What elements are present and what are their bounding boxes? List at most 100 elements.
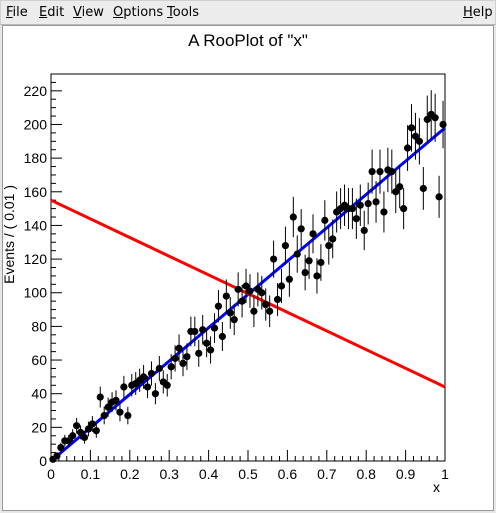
- y-tick-label: 220: [24, 83, 48, 99]
- x-tick-label: 0.9: [396, 466, 416, 482]
- data-point: [222, 292, 230, 300]
- y-tick-label: 200: [24, 116, 48, 132]
- y-tick-label: 140: [24, 217, 48, 233]
- x-axis: 0 0.1 0.2 0.3 0.4 0.5 0.6 0.7 0.8 0.9 1: [47, 450, 449, 482]
- data-point: [139, 373, 148, 381]
- x-tick-label: 0.5: [238, 466, 258, 482]
- data-point: [317, 258, 325, 267]
- menu-edit-accel: E: [39, 5, 48, 20]
- data-point: [179, 359, 187, 368]
- x-tick-label: 0.4: [199, 466, 219, 482]
- data-point: [226, 309, 234, 317]
- data-point: [348, 205, 357, 213]
- data-point: [112, 396, 120, 405]
- data-point: [360, 226, 368, 235]
- data-point: [301, 268, 309, 277]
- data-point: [246, 287, 254, 295]
- data-point: [76, 428, 85, 436]
- menu-help-accel: H: [463, 5, 473, 20]
- data-point: [206, 346, 215, 354]
- menu-edit[interactable]: Edit: [39, 5, 64, 20]
- x-axis-label: x: [433, 479, 440, 495]
- x-tick-label: 0.1: [81, 466, 101, 482]
- data-point: [143, 383, 152, 391]
- data-point: [151, 390, 160, 398]
- menu-tools[interactable]: Tools: [167, 5, 199, 20]
- data-point: [195, 349, 203, 357]
- data-point: [100, 411, 108, 420]
- y-tick-label: 180: [24, 150, 48, 166]
- menu-view-label: iew: [81, 5, 104, 20]
- fit-curves: [50, 126, 446, 463]
- data-point: [403, 144, 412, 152]
- data-point: [262, 300, 270, 309]
- menu-file-label: ile: [12, 5, 28, 20]
- menu-file[interactable]: File: [6, 5, 28, 20]
- x-tick-label: 0: [47, 466, 55, 482]
- menu-view[interactable]: View: [73, 5, 104, 20]
- y-axis-label: Events / ( 0.01 ): [1, 185, 17, 284]
- y-tick-label: 20: [31, 419, 47, 435]
- data-point: [163, 381, 171, 389]
- menu-options[interactable]: Options: [113, 5, 163, 20]
- data-point: [230, 316, 238, 324]
- menu-file-accel: F: [6, 5, 13, 20]
- data-point: [124, 411, 132, 420]
- data-point: [175, 344, 183, 352]
- data-points: [49, 90, 447, 463]
- x-tick-label: 1: [441, 466, 449, 482]
- data-point: [167, 363, 175, 371]
- data-point: [57, 443, 65, 452]
- data-point: [104, 403, 112, 411]
- data-point: [423, 115, 431, 124]
- data-point: [281, 242, 290, 250]
- data-point: [380, 208, 388, 216]
- data-point: [65, 437, 73, 445]
- data-point: [88, 420, 96, 428]
- data-point: [155, 364, 163, 373]
- data-point: [80, 433, 89, 442]
- data-point: [270, 255, 278, 263]
- data-point: [392, 188, 400, 196]
- chart-title: A RooPlot of "x": [188, 31, 308, 50]
- y-tick-label: 100: [24, 285, 48, 301]
- menu-view-accel: V: [73, 5, 82, 20]
- y-tick-label: 40: [31, 386, 47, 402]
- data-point: [73, 422, 81, 430]
- data-point: [277, 282, 286, 290]
- menu-options-accel: O: [113, 5, 124, 20]
- data-point: [293, 250, 301, 258]
- data-point: [238, 297, 246, 305]
- menu-edit-label: dit: [47, 5, 65, 20]
- data-point: [69, 432, 77, 440]
- data-point: [329, 235, 337, 243]
- data-point: [305, 257, 313, 265]
- data-point: [171, 354, 179, 362]
- data-point: [285, 275, 293, 283]
- data-point: [321, 216, 329, 224]
- data-point: [435, 193, 443, 201]
- data-point: [376, 167, 384, 176]
- data-point: [242, 282, 250, 290]
- x-tick-label: 0.6: [278, 466, 298, 482]
- data-point: [313, 272, 321, 280]
- x-tick-label: 0.2: [120, 466, 140, 482]
- data-point: [411, 132, 420, 140]
- data-point: [191, 327, 199, 336]
- data-point: [266, 307, 274, 315]
- data-point: [53, 452, 61, 460]
- data-point: [234, 285, 242, 293]
- data-point: [415, 137, 423, 145]
- data-point: [364, 199, 372, 208]
- x-tick-label: 0.7: [317, 466, 337, 482]
- data-point: [84, 425, 93, 433]
- data-point: [396, 183, 404, 191]
- data-point: [116, 408, 124, 416]
- menu-help[interactable]: Help: [463, 5, 493, 20]
- x-tick-label: 0.3: [159, 466, 179, 482]
- y-tick-label: 120: [24, 251, 48, 267]
- menu-options-label: ptions: [123, 5, 164, 20]
- data-point: [250, 307, 258, 315]
- data-point: [258, 289, 266, 297]
